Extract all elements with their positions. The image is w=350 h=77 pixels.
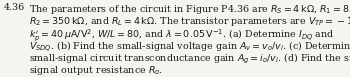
Text: signal output resistance $R_o$.: signal output resistance $R_o$. [29,64,163,77]
Text: $R_2 = 350\,\mathrm{k\Omega}$, and $R_L = 4\,\mathrm{k\Omega}$. The transistor p: $R_2 = 350\,\mathrm{k\Omega}$, and $R_L … [29,15,350,28]
Text: The parameters of the circuit in Figure P4.36 are $R_S = 4\,\mathrm{k\Omega}$, $: The parameters of the circuit in Figure … [29,3,350,16]
Text: $k_p^{\prime} = 40\,\mu\mathrm{A/V^2}$, $W/L = 80$, and $\lambda = 0.05\,\mathrm: $k_p^{\prime} = 40\,\mu\mathrm{A/V^2}$, … [29,27,334,43]
Text: small-signal circuit transconductance gain $A_g = i_o/v_i$. (d) Find the small-: small-signal circuit transconductance ga… [29,52,350,66]
Text: 4.36: 4.36 [4,3,26,12]
Text: $V_{SDQ}$. (b) Find the small-signal voltage gain $A_v = v_o/v_i$. (c) Determine: $V_{SDQ}$. (b) Find the small-signal vol… [29,40,350,54]
